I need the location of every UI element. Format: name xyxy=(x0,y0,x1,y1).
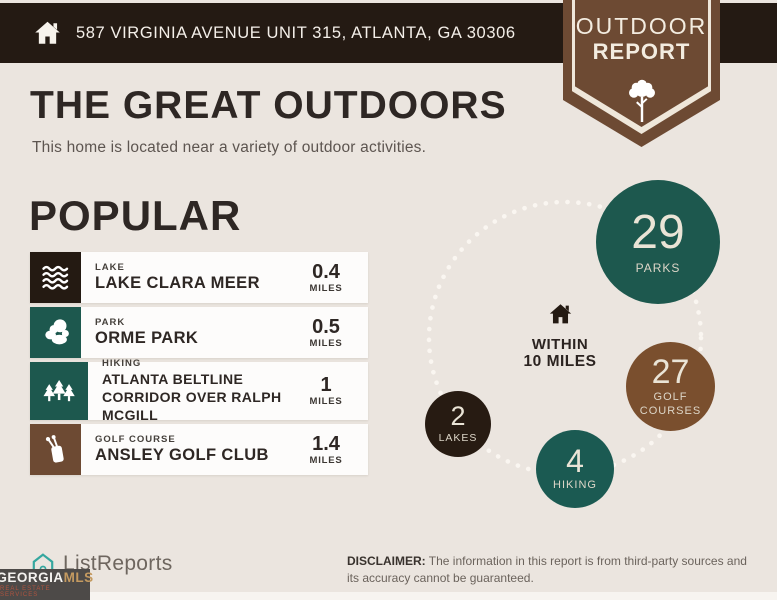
item-category: HIKING xyxy=(102,357,142,369)
golf-count-bubble: 27 GOLF COURSES xyxy=(626,342,715,431)
parks-count-bubble: 29 PARKS xyxy=(596,180,720,304)
item-distance: 1.4 xyxy=(312,432,340,455)
lakes-label: LAKES xyxy=(438,431,478,444)
home-icon xyxy=(35,21,60,44)
hiking-label: HIKING xyxy=(553,479,597,492)
item-distance: 0.4 xyxy=(312,260,340,283)
lake-waves-icon xyxy=(30,252,81,303)
radius-miles-label: 10 MILES xyxy=(523,353,597,370)
disclaimer-text: DISCLAIMER: The information in this repo… xyxy=(347,554,747,586)
pine-trees-icon xyxy=(30,362,88,420)
list-item-hiking: HIKING ATLANTA BELTLINE CORRIDOR OVER RA… xyxy=(30,358,368,423)
hiking-count: 4 xyxy=(566,443,584,480)
mls-tagline: REAL ESTATE SERVICES xyxy=(0,586,51,599)
list-item-golf: GOLF COURSE ANSLEY GOLF CLUB 1.4 MILES xyxy=(30,424,368,475)
list-item-lake: LAKE LAKE CLARA MEER 0.4 MILES xyxy=(30,252,368,303)
parks-count: 29 xyxy=(631,205,685,259)
item-distance-unit: MILES xyxy=(309,454,343,466)
list-item-park: PARK ORME PARK 0.5 MILES xyxy=(30,307,368,358)
park-trees-icon xyxy=(30,307,81,358)
within-label: WITHIN xyxy=(531,336,589,353)
item-distance-unit: MILES xyxy=(309,337,343,349)
item-name: ATLANTA BELTLINE CORRIDOR OVER RALPH MCG… xyxy=(102,370,282,424)
golf-label: GOLF COURSES xyxy=(639,390,702,417)
outdoor-report-badge: OUTDOOR REPORT xyxy=(563,0,720,147)
property-address: 587 VIRGINIA AVENUE UNIT 315, ATLANTA, G… xyxy=(76,23,516,42)
page-subtitle: This home is located near a variety of o… xyxy=(32,139,427,156)
item-category: PARK xyxy=(95,317,126,328)
mls-name-primary: GEORGIA xyxy=(0,569,64,585)
item-distance-unit: MILES xyxy=(309,282,343,294)
disclaimer-label: DISCLAIMER: xyxy=(347,554,426,568)
item-name: LAKE CLARA MEER xyxy=(95,274,260,292)
item-distance: 1 xyxy=(320,374,332,396)
golf-bag-icon xyxy=(30,424,81,475)
hiking-count-bubble: 4 HIKING xyxy=(536,430,614,508)
item-name: ANSLEY GOLF CLUB xyxy=(95,446,269,464)
item-name: ORME PARK xyxy=(95,329,199,347)
golf-count: 27 xyxy=(651,352,690,391)
item-distance: 0.5 xyxy=(312,315,340,338)
item-category: GOLF COURSE xyxy=(95,434,176,445)
item-distance-unit: MILES xyxy=(309,396,343,407)
listreports-wordmark: ListReports xyxy=(63,552,173,575)
popular-heading: POPULAR xyxy=(29,192,242,239)
georgia-mls-logo: GEORGIAMLS REAL ESTATE SERVICES xyxy=(0,569,93,600)
mls-name-secondary: MLS xyxy=(63,569,94,585)
tree-icon xyxy=(628,79,655,122)
parks-label: PARKS xyxy=(635,260,681,275)
badge-title-line1: OUTDOOR xyxy=(575,13,708,39)
bottom-edge-strip xyxy=(0,592,777,600)
popular-list: LAKE LAKE CLARA MEER 0.4 MILES xyxy=(30,252,368,475)
home-icon xyxy=(549,304,571,324)
radius-center-label: WITHIN 10 MILES xyxy=(500,301,620,371)
item-category: LAKE xyxy=(95,262,125,273)
lakes-count-bubble: 2 LAKES xyxy=(425,391,491,457)
page-title: THE GREAT OUTDOORS xyxy=(30,84,507,127)
badge-title-line2: REPORT xyxy=(592,39,691,64)
lakes-count: 2 xyxy=(450,400,466,431)
